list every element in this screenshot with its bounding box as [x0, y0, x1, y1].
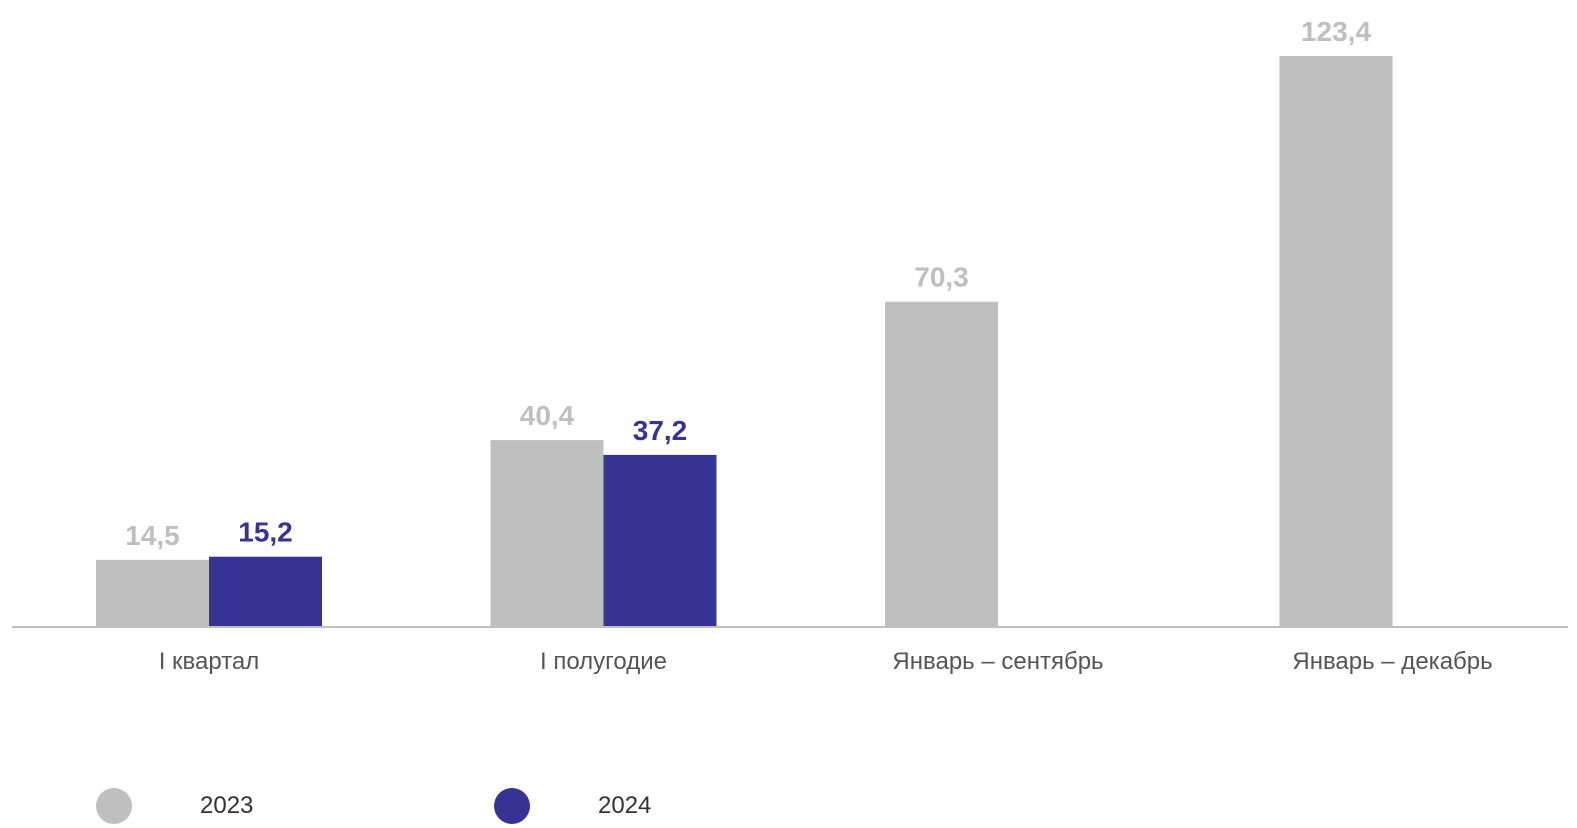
bar-2024-2	[603, 454, 717, 627]
legend-swatch-2023	[96, 788, 132, 824]
legend-item-2024: 2024	[494, 788, 651, 824]
category-labels-group: I квартал I полугодие Январь – сентябрь Янв…	[159, 648, 1493, 675]
bars-group	[96, 56, 1393, 627]
category-label-1: I квартал	[159, 648, 260, 675]
value-label-2023-2: 40,4	[520, 400, 575, 431]
value-label-2023-4: 123,4	[1301, 16, 1371, 47]
value-label-2024-2: 37,2	[633, 415, 688, 446]
bar-2023-2	[490, 440, 604, 627]
value-label-2024-1: 15,2	[238, 517, 293, 548]
legend-item-2023: 2023	[96, 788, 253, 824]
bar-2024-1	[209, 556, 322, 627]
category-label-3: Январь – сентябрь	[892, 648, 1103, 675]
bar-2023-4	[1279, 56, 1393, 627]
value-label-2023-1: 14,5	[125, 520, 180, 551]
category-label-2: I полугодие	[540, 648, 667, 675]
bar-2023-3	[885, 301, 998, 627]
value-label-2023-3: 70,3	[914, 262, 969, 293]
bar-2023-1	[96, 559, 209, 627]
category-label-4: Январь – декабрь	[1292, 648, 1492, 675]
legend-label-2023: 2023	[200, 792, 254, 819]
legend-label-2024: 2024	[598, 792, 652, 819]
value-labels-group: 14,5 15,2 40,4 37,2 70,3 123,4	[125, 16, 1371, 551]
legend-swatch-2024	[494, 788, 530, 824]
